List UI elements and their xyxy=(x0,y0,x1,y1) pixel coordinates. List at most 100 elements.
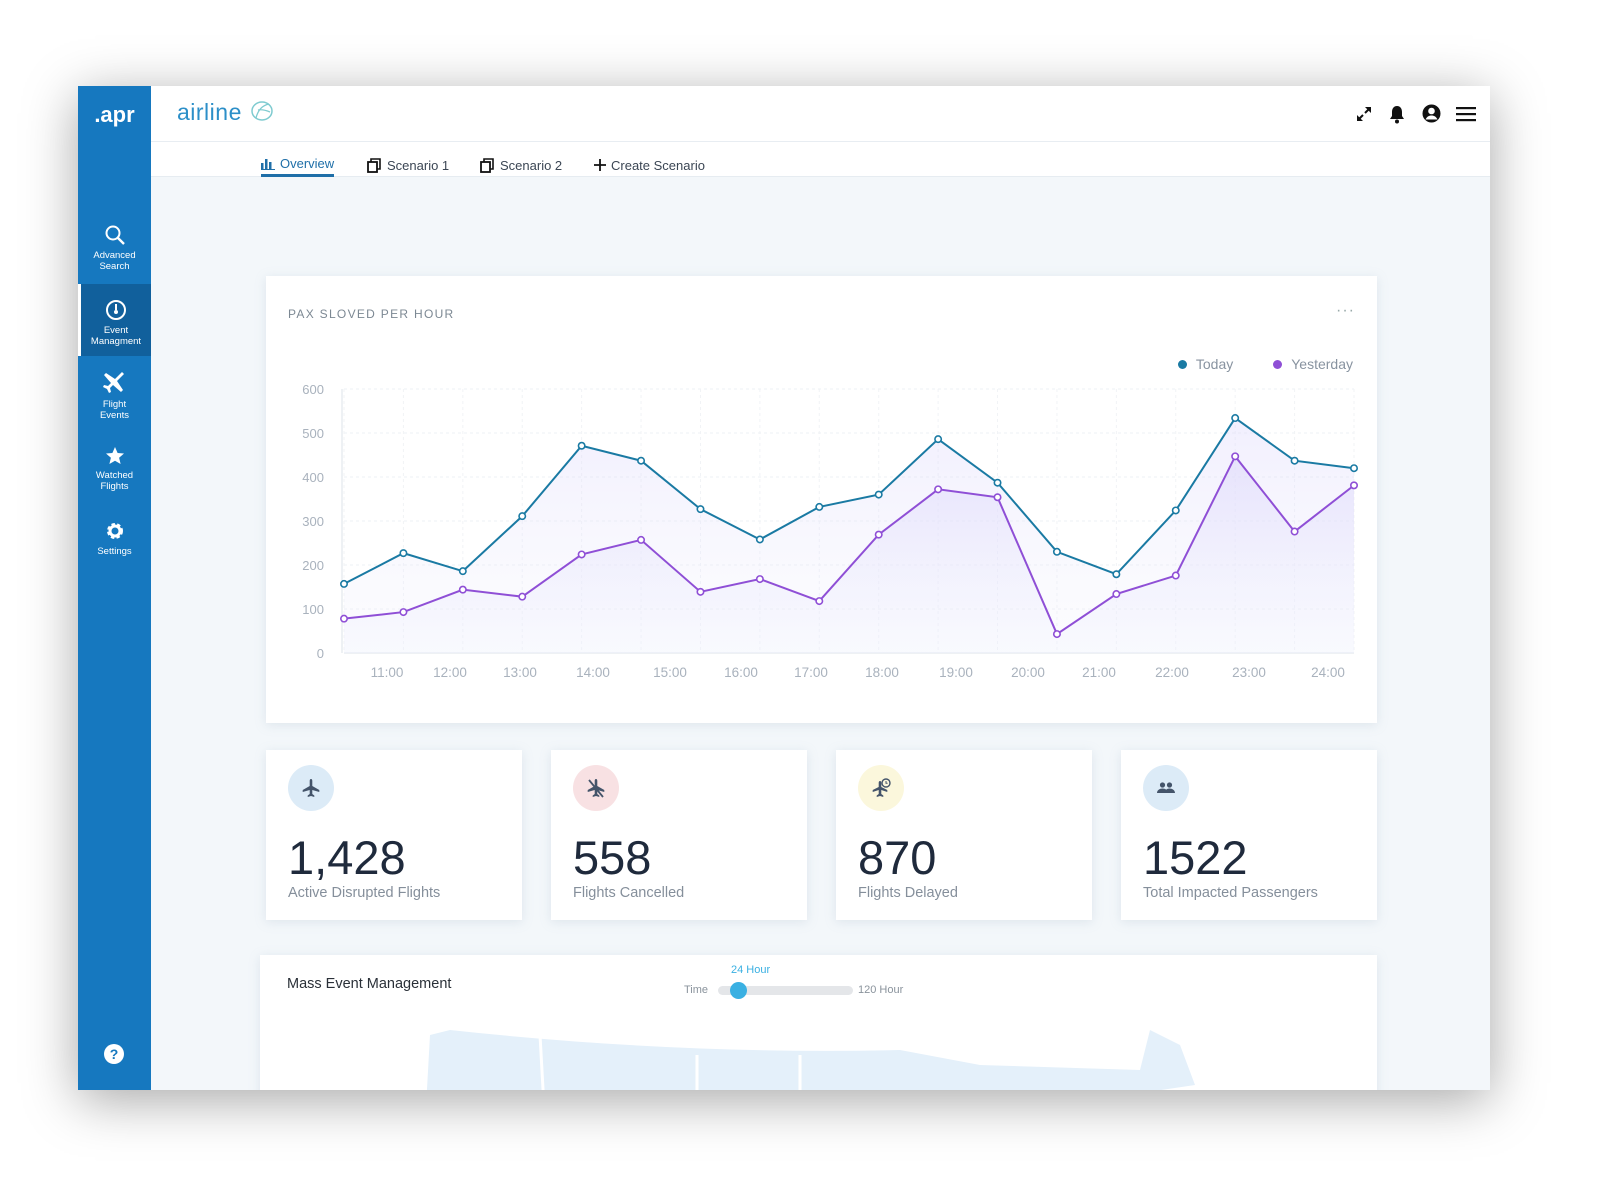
slider-value: 24 Hour xyxy=(731,964,771,976)
sidebar-item-watched-flights[interactable]: Watched Flights xyxy=(78,446,151,518)
expand-icon[interactable] xyxy=(1355,105,1373,123)
data-point-yesterday xyxy=(458,585,467,594)
series-area-yesterday xyxy=(344,456,1354,653)
sidebar-label: Advanced xyxy=(93,250,136,261)
airplane-cancelled-icon xyxy=(587,779,605,798)
data-point-yesterday xyxy=(340,614,349,623)
sidebar-item-advanced-search[interactable]: Advanced Search xyxy=(78,224,151,296)
sidebar-item-flight-events[interactable]: Flight Events xyxy=(78,371,151,443)
x-tick-label: 16:00 xyxy=(724,665,758,680)
brand-text: airline xyxy=(177,99,242,125)
data-point-today xyxy=(934,435,943,444)
data-point-today xyxy=(874,490,883,499)
legend-label: Today xyxy=(1195,356,1234,372)
more-options-icon[interactable]: ··· xyxy=(1336,302,1355,319)
data-point-today xyxy=(1350,464,1359,473)
kpi-label: Flights Delayed xyxy=(858,885,958,901)
series-area-today xyxy=(344,418,1354,653)
slider-thumb[interactable] xyxy=(730,982,748,999)
data-point-yesterday xyxy=(1290,527,1299,536)
gear-icon xyxy=(106,523,123,539)
legend-label: Yesterday xyxy=(1291,356,1353,372)
sidebar-label: Events xyxy=(99,410,130,421)
plus-icon xyxy=(594,159,606,171)
chart-title: PAX SLOVED PER HOUR xyxy=(288,307,455,321)
kpi-card[interactable]: 558 Flights Cancelled xyxy=(551,750,807,920)
legend-item-today[interactable]: Today xyxy=(1177,356,1234,372)
user-icon[interactable] xyxy=(1421,103,1442,124)
chart-legend: Today Yesterday xyxy=(1177,356,1353,372)
x-tick-label: 21:00 xyxy=(1082,665,1116,680)
data-point-today xyxy=(577,441,586,450)
time-slider[interactable] xyxy=(718,982,853,999)
data-point-yesterday xyxy=(1231,452,1240,461)
bell-icon[interactable] xyxy=(1387,104,1407,124)
data-point-yesterday xyxy=(1171,571,1180,580)
kpi-icon-badge xyxy=(1143,765,1189,811)
tab-create-scenario[interactable]: Create Scenario xyxy=(594,153,705,177)
data-point-today xyxy=(1171,506,1180,515)
data-point-yesterday xyxy=(874,530,883,539)
airplane-clock-icon xyxy=(872,778,891,797)
x-tick-label: 11:00 xyxy=(371,665,404,680)
sidebar-item-event-managment[interactable]: Event Managment xyxy=(78,284,151,356)
y-tick-label: 300 xyxy=(302,514,324,529)
app-window: .apr Advanced Search Event Managment Fligh… xyxy=(78,86,1490,1090)
brand-name: airline xyxy=(177,99,275,126)
bar-chart-icon xyxy=(261,158,275,170)
sidebar-label: Settings xyxy=(97,546,132,557)
sidebar-item-settings[interactable]: Settings xyxy=(78,520,151,592)
header-icons xyxy=(1355,103,1476,124)
data-point-today xyxy=(1231,414,1240,423)
chart-card: PAX SLOVED PER HOUR ··· Today Yesterday … xyxy=(266,276,1377,723)
data-point-today xyxy=(340,579,349,588)
airplane-icon xyxy=(302,779,320,797)
help-icon[interactable]: ? xyxy=(104,1044,124,1064)
dashboard-gauge-icon xyxy=(106,300,126,320)
tab-scenario-2[interactable]: Scenario 2 xyxy=(480,153,562,177)
kpi-card[interactable]: 1522 Total Impacted Passengers xyxy=(1121,750,1377,920)
tab-label: Scenario 2 xyxy=(500,157,563,173)
data-point-yesterday xyxy=(1052,630,1061,639)
kpi-icon-badge xyxy=(858,765,904,811)
sidebar-label: Search xyxy=(99,261,130,272)
menu-icon[interactable] xyxy=(1456,106,1476,122)
x-tick-label: 19:00 xyxy=(939,665,973,680)
y-tick-label: 600 xyxy=(302,382,324,397)
mass-event-card: Mass Event Management Time 24 Hour 120 H… xyxy=(260,955,1377,1090)
us-map[interactable] xyxy=(260,1025,1377,1090)
copy-icon xyxy=(367,157,381,173)
data-point-yesterday xyxy=(577,550,586,559)
tab-overview[interactable]: Overview xyxy=(261,153,335,177)
kpi-value: 1522 xyxy=(1143,831,1248,884)
kpi-value: 558 xyxy=(573,831,652,884)
series-line-yesterday xyxy=(343,454,1355,636)
tab-label: Create Scenario xyxy=(611,157,705,173)
kpi-card[interactable]: 870 Flights Delayed xyxy=(836,750,1092,920)
data-point-today xyxy=(1112,570,1121,579)
data-point-today xyxy=(1052,547,1061,556)
slider-label: Time xyxy=(684,984,709,996)
data-point-today xyxy=(815,502,824,511)
legend-item-yesterday[interactable]: Yesterday xyxy=(1273,356,1353,372)
data-point-today xyxy=(637,456,646,465)
sidebar-label: Flights xyxy=(100,481,129,492)
data-point-yesterday xyxy=(993,493,1002,502)
slider-max: 120 Hour xyxy=(858,984,904,996)
kpi-card[interactable]: 1,428 Active Disrupted Flights xyxy=(266,750,522,920)
kpi-label: Active Disrupted Flights xyxy=(288,885,441,901)
sidebar-label: Event xyxy=(103,325,129,336)
line-chart: 0 100 200 300 400 500 600 11:00 12:00 13:00 14:00 1… xyxy=(302,382,1359,680)
star-icon xyxy=(105,447,124,464)
y-tick-label: 400 xyxy=(302,470,324,485)
x-tick-label: 14:00 xyxy=(576,665,610,680)
kpi-value: 870 xyxy=(858,831,937,884)
copy-icon xyxy=(480,157,494,173)
logo: .apr xyxy=(94,102,135,127)
tab-scenario-1[interactable]: Scenario 1 xyxy=(367,153,449,177)
people-icon xyxy=(1157,782,1175,793)
data-point-yesterday xyxy=(1112,590,1121,599)
x-tick-label: 23:00 xyxy=(1232,665,1266,680)
sidebar-label: Watched xyxy=(95,470,134,481)
data-point-today xyxy=(755,535,764,544)
